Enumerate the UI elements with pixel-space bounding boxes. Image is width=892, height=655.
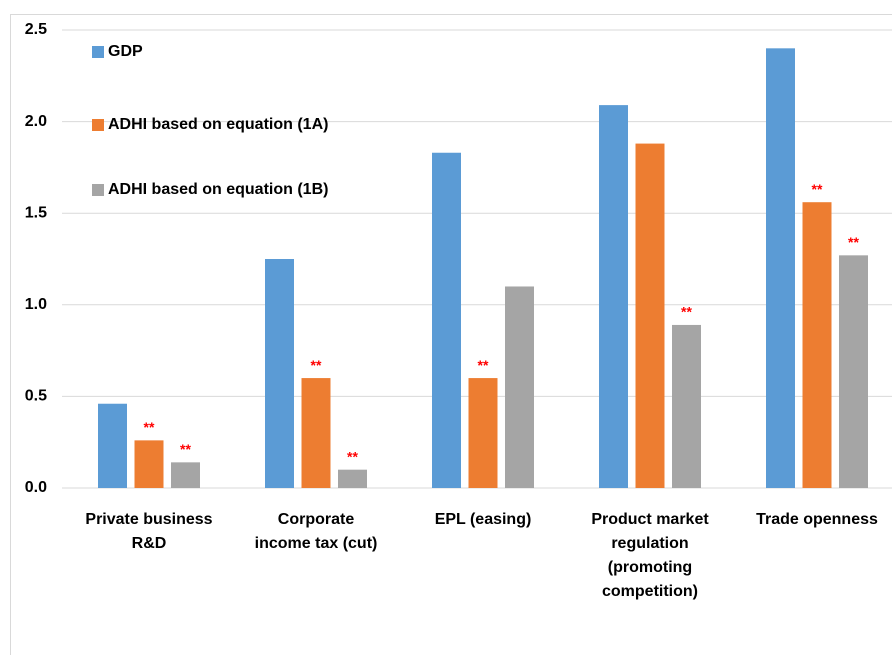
x-tick-label: (promoting [608, 559, 692, 576]
significance-label: ** [144, 419, 155, 435]
x-tick-label: Trade openness [756, 511, 878, 528]
legend-label: ADHI based on equation (1A) [108, 116, 328, 133]
bar [468, 378, 498, 488]
bar [338, 469, 367, 488]
x-tick-label: income tax (cut) [255, 535, 378, 552]
y-tick-label: 1.0 [25, 296, 47, 313]
bar [171, 462, 200, 488]
y-tick-label: 0.5 [25, 388, 47, 405]
y-tick-label: 2.0 [25, 113, 47, 130]
x-tick-label: Product market [591, 511, 709, 528]
x-tick-label: regulation [611, 535, 688, 552]
legend-label: ADHI based on equation (1B) [108, 181, 328, 198]
bar [802, 202, 832, 488]
chart-frame [10, 14, 892, 655]
significance-label: ** [848, 234, 859, 250]
legend-label: GDP [108, 43, 143, 60]
bar [432, 152, 461, 488]
significance-label: ** [812, 181, 823, 197]
bar [599, 105, 628, 488]
significance-label: ** [347, 448, 358, 464]
x-tick-label: EPL (easing) [435, 511, 532, 528]
significance-label: ** [478, 357, 489, 373]
bar [134, 440, 164, 488]
legend-swatch [92, 184, 104, 196]
y-tick-label: 0.0 [25, 479, 47, 496]
legend-swatch [92, 46, 104, 58]
bar [98, 403, 127, 488]
bar [766, 48, 795, 488]
x-tick-label: competition) [602, 583, 698, 600]
x-tick-label: R&D [132, 535, 167, 552]
bar [301, 378, 331, 488]
significance-label: ** [681, 304, 692, 320]
bar [839, 255, 868, 488]
bar [635, 143, 665, 489]
y-tick-label: 1.5 [25, 204, 47, 221]
x-tick-label: Private business [85, 511, 212, 528]
y-tick-label: 2.5 [25, 21, 47, 38]
legend-swatch [92, 119, 104, 131]
bar [672, 324, 701, 488]
x-tick-label: Corporate [278, 511, 355, 528]
bar [505, 286, 534, 488]
significance-label: ** [180, 441, 191, 457]
bar [265, 259, 294, 488]
significance-label: ** [311, 357, 322, 373]
